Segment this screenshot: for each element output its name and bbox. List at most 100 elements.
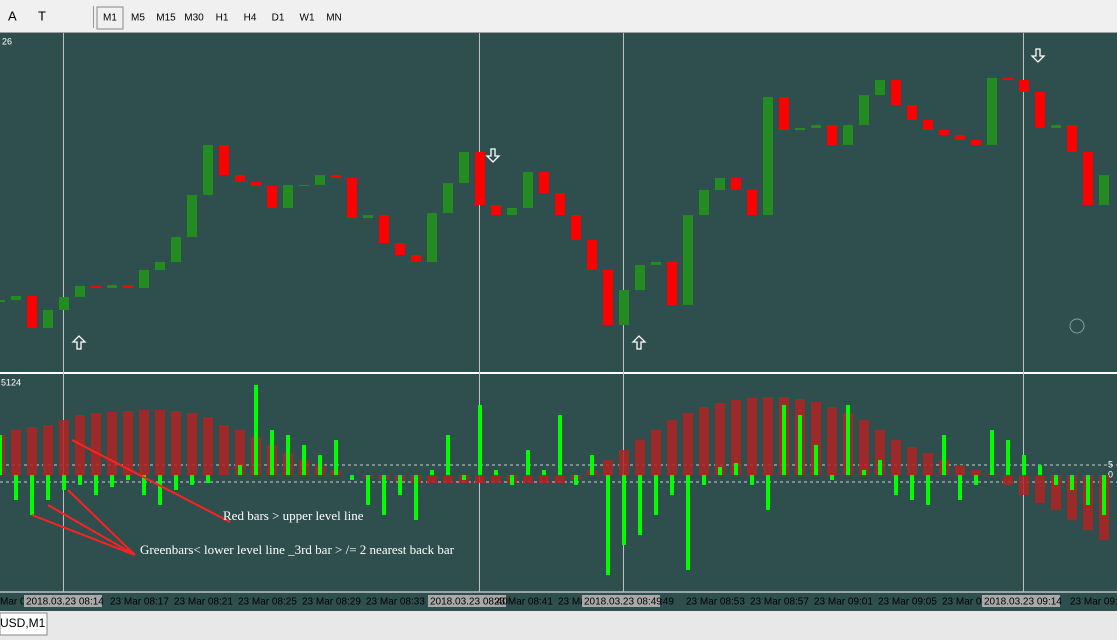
red-bar [811, 402, 821, 475]
time-label: 23 Mar 08:53 [686, 597, 745, 608]
timeframe-button[interactable]: H4 [244, 13, 257, 24]
green-bar [254, 385, 258, 475]
annotation-arrows [31, 439, 231, 556]
green-bar [30, 475, 34, 515]
candle [443, 183, 453, 213]
red-bar [475, 475, 485, 483]
red-bar [555, 475, 565, 483]
toolbar [0, 0, 1117, 32]
candle [747, 190, 757, 215]
green-bar [142, 475, 146, 495]
candle [555, 193, 565, 215]
time-label: 23 Mar 09:05 [878, 597, 937, 608]
candle [299, 185, 309, 186]
green-bar [110, 475, 114, 487]
green-bar [430, 470, 434, 475]
chart-label: 26 [2, 36, 12, 46]
green-bar [798, 415, 802, 475]
candle [347, 178, 357, 218]
green-bar [974, 475, 978, 485]
timeframe-button[interactable]: M1 [103, 13, 117, 24]
green-bar [766, 475, 770, 510]
candle [251, 182, 261, 186]
candle [1083, 152, 1093, 205]
candle [971, 140, 981, 145]
candle [603, 270, 613, 325]
candle [107, 285, 117, 288]
candle [875, 80, 885, 95]
timeframe-button[interactable]: M30 [184, 13, 204, 24]
candle [123, 285, 133, 288]
candle [1051, 125, 1061, 128]
green-bar [334, 440, 338, 475]
tab-label[interactable]: USD,M1 [0, 616, 46, 630]
time-label: Mar 08 [0, 597, 32, 608]
time-label: 2018.03.23 08:14 [26, 597, 104, 608]
green-bar [990, 430, 994, 475]
green-bar [206, 475, 210, 483]
timeframe-button[interactable]: W1 [300, 13, 315, 24]
green-bar [702, 475, 706, 485]
red-bar [763, 397, 773, 475]
annotation: Red bars > upper level line [223, 508, 364, 523]
red-bar [1035, 475, 1045, 503]
green-bar [862, 470, 866, 475]
candle [235, 175, 245, 182]
green-bar [590, 455, 594, 475]
time-label: 23 Mar 08:25 [238, 597, 297, 608]
candle [907, 105, 917, 120]
candle [1067, 125, 1077, 152]
candle [411, 255, 421, 262]
red-bar [219, 425, 229, 475]
red-bar [907, 447, 917, 475]
candle [587, 240, 597, 270]
green-bar [622, 475, 626, 545]
green-bar [462, 475, 466, 480]
green-bar [1070, 475, 1074, 490]
green-bar [526, 450, 530, 475]
time-label: 23 Ma [558, 597, 586, 608]
green-bar [926, 475, 930, 505]
candle [1099, 175, 1109, 205]
green-bar [510, 475, 514, 485]
green-bar [270, 430, 274, 475]
candle [923, 120, 933, 130]
candle [891, 80, 901, 105]
candle [219, 145, 229, 175]
time-label: 2018.03.23 08:49 [584, 597, 662, 608]
marks [0, 78, 1109, 575]
timeframe-button[interactable]: M15 [156, 13, 176, 24]
axis-label: 0 [1108, 469, 1113, 479]
candle [507, 208, 517, 215]
timeframe-button[interactable]: MN [326, 13, 342, 24]
red-bar [203, 417, 213, 475]
green-bar [382, 475, 386, 515]
time-label: 23 Mar 08:29 [302, 597, 361, 608]
tab[interactable] [0, 612, 48, 636]
timeframe-button[interactable]: M5 [131, 13, 145, 24]
candle [1003, 78, 1013, 80]
candle [395, 243, 405, 255]
timeframe-selected [96, 6, 124, 30]
green-bar [1086, 475, 1090, 505]
candle [139, 270, 149, 288]
green-bar [942, 435, 946, 475]
timeframe-button[interactable]: D1 [272, 13, 285, 24]
candle [827, 125, 837, 145]
candle [843, 125, 853, 145]
candle [651, 262, 661, 265]
green-bar [654, 475, 658, 515]
time-highlight [428, 595, 506, 607]
time-highlight [24, 595, 102, 607]
green-bar [318, 455, 322, 475]
time-label: 2018.03.23 09:14 [984, 597, 1062, 608]
red-bar [603, 460, 613, 475]
red-bar [91, 413, 101, 475]
green-bar [1054, 475, 1058, 485]
green-bar [846, 405, 850, 475]
green-bar [478, 405, 482, 475]
timeframe-button[interactable]: H1 [216, 13, 229, 24]
green-bar [718, 467, 722, 475]
green-bar [398, 475, 402, 495]
